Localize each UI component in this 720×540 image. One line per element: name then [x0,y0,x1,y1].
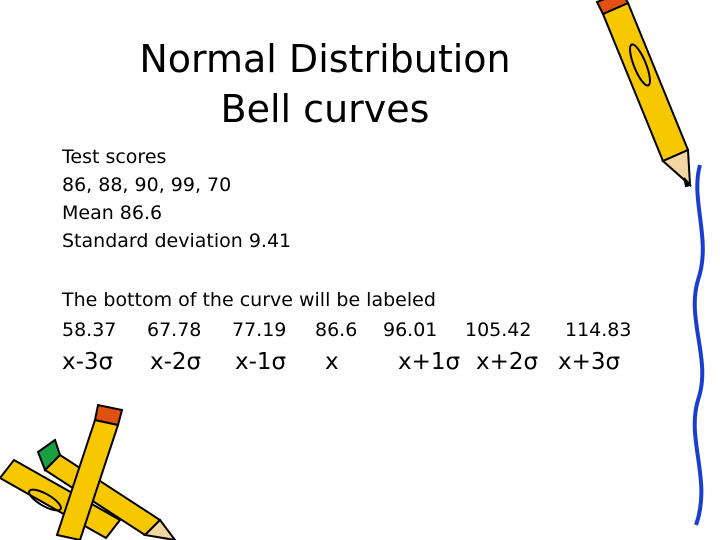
body-line: Mean 86.6 [62,202,163,224]
pencil-left-1 [36,438,177,540]
pencil-right [595,0,692,188]
scale-value: 77.19 [232,319,287,341]
title-line: Normal Distribution [139,37,511,81]
scale-value: 67.78 [147,319,202,341]
scale-label: x [325,349,339,375]
scale-value: 86.6 [315,319,358,341]
scale-label: x-3σ [62,349,114,375]
scale-label: x-2σ [150,349,202,375]
scale-label: x+3σ [558,349,621,375]
wavy-line [692,164,705,526]
scale-label: x+1σ [398,349,461,375]
pencil-left-3 [55,403,124,540]
scale-value: 96.01 [383,319,438,341]
body-line: 86, 88, 90, 99, 70 [62,174,232,196]
body-line: Test scores [62,146,167,168]
title-line: Bell curves [220,87,430,131]
scale-label: x+2σ [476,349,539,375]
scale-label: x-1σ [235,349,287,375]
scale-value: 114.83 [565,319,632,341]
body-line: The bottom of the curve will be labeled [62,289,436,311]
scale-value: 58.37 [62,319,117,341]
scale-value: 105.42 [465,319,532,341]
body-line: Standard deviation 9.41 [62,230,292,252]
